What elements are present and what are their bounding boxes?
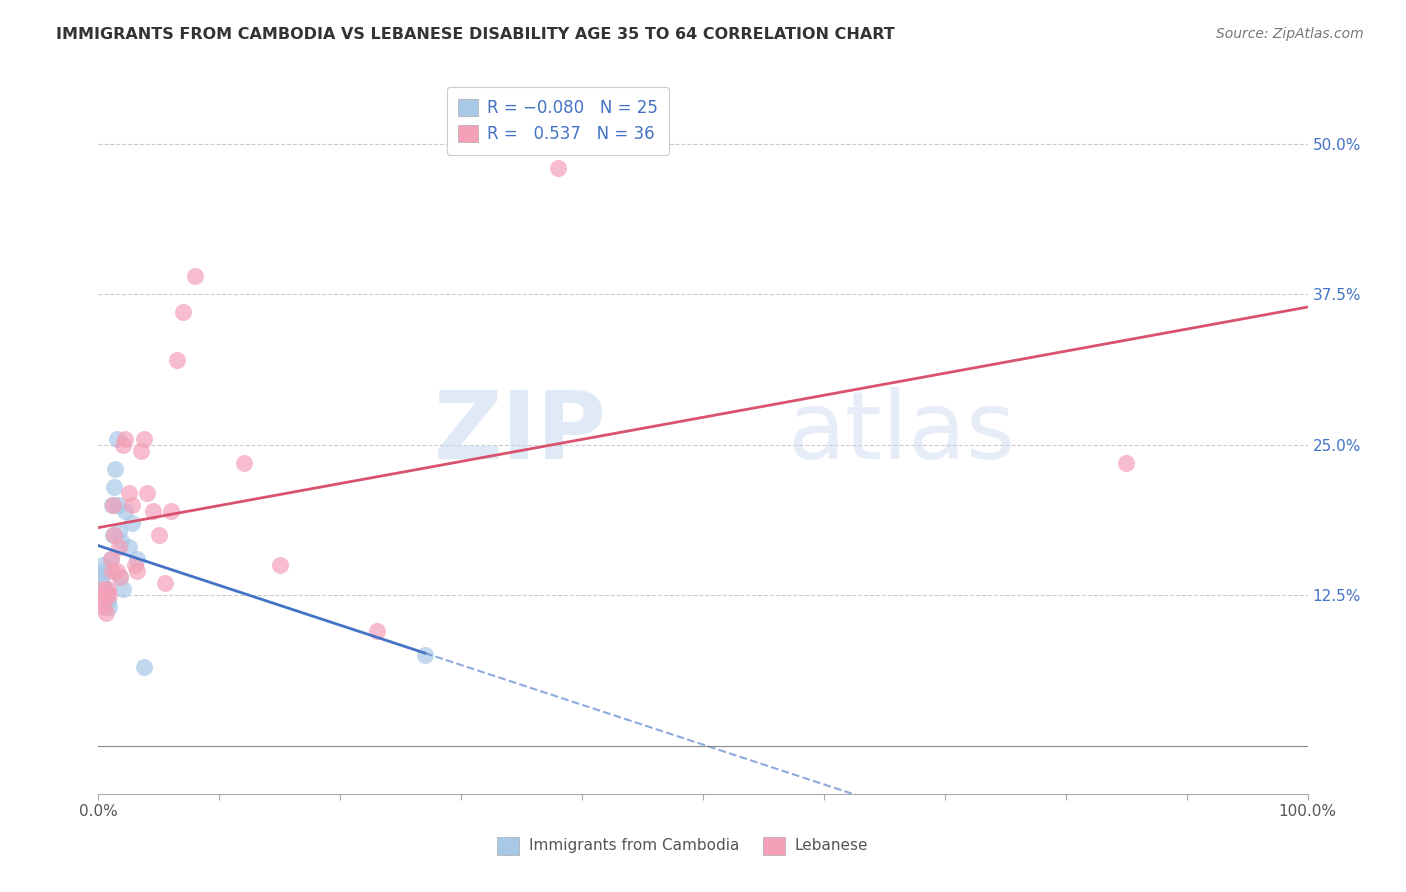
Point <box>232 456 254 470</box>
Point <box>413 648 436 663</box>
Point <box>129 443 152 458</box>
Point <box>107 498 129 512</box>
Point <box>166 353 188 368</box>
Point <box>547 161 569 175</box>
Point <box>100 552 122 566</box>
Point <box>91 558 114 573</box>
Point <box>111 582 134 597</box>
Point <box>135 485 157 500</box>
Point <box>110 533 132 548</box>
Point <box>96 588 118 602</box>
Point <box>100 552 122 566</box>
Text: Immigrants from Cambodia: Immigrants from Cambodia <box>529 838 740 854</box>
Point <box>108 570 131 584</box>
Point <box>121 516 143 530</box>
Point <box>108 540 131 554</box>
Point <box>93 600 115 615</box>
Text: ZIP: ZIP <box>433 386 606 479</box>
Text: IMMIGRANTS FROM CAMBODIA VS LEBANESE DISABILITY AGE 35 TO 64 CORRELATION CHART: IMMIGRANTS FROM CAMBODIA VS LEBANESE DIS… <box>56 27 896 42</box>
Point <box>269 558 291 573</box>
Point <box>96 588 118 602</box>
Point <box>97 582 120 597</box>
Point <box>93 564 115 578</box>
Point <box>100 564 122 578</box>
Text: Source: ZipAtlas.com: Source: ZipAtlas.com <box>1216 27 1364 41</box>
Point <box>127 564 149 578</box>
Point <box>118 540 141 554</box>
Point <box>1115 456 1137 470</box>
Point <box>103 528 125 542</box>
Text: atlas: atlas <box>787 386 1017 479</box>
Point <box>104 462 127 476</box>
Point <box>142 504 165 518</box>
Point <box>98 600 121 615</box>
Point <box>127 552 149 566</box>
Point <box>94 582 117 597</box>
Point <box>160 504 183 518</box>
Point <box>90 588 112 602</box>
Point <box>114 504 136 518</box>
Point <box>105 564 128 578</box>
Point <box>101 498 124 512</box>
Point <box>101 528 124 542</box>
Point <box>366 624 388 639</box>
Point <box>118 485 141 500</box>
Bar <box>763 838 785 855</box>
Point <box>121 498 143 512</box>
Point <box>90 576 112 591</box>
Point <box>114 432 136 446</box>
Point <box>111 438 134 452</box>
Point <box>134 660 156 674</box>
Legend: R = −0.080   N = 25, R =   0.537   N = 36: R = −0.080 N = 25, R = 0.537 N = 36 <box>447 87 669 155</box>
Point <box>98 588 121 602</box>
Point <box>100 498 122 512</box>
Point <box>91 582 114 597</box>
Point <box>97 594 120 608</box>
Point <box>103 480 125 494</box>
Point <box>153 576 176 591</box>
Point <box>124 558 146 573</box>
Point <box>94 607 117 621</box>
Point <box>134 432 156 446</box>
Point <box>105 432 128 446</box>
Point <box>108 570 131 584</box>
Bar <box>498 838 519 855</box>
Point <box>91 594 114 608</box>
Point <box>108 524 131 539</box>
Point <box>172 305 194 319</box>
Text: Lebanese: Lebanese <box>794 838 869 854</box>
Point <box>91 570 114 584</box>
Point <box>184 269 207 284</box>
Point <box>148 528 170 542</box>
